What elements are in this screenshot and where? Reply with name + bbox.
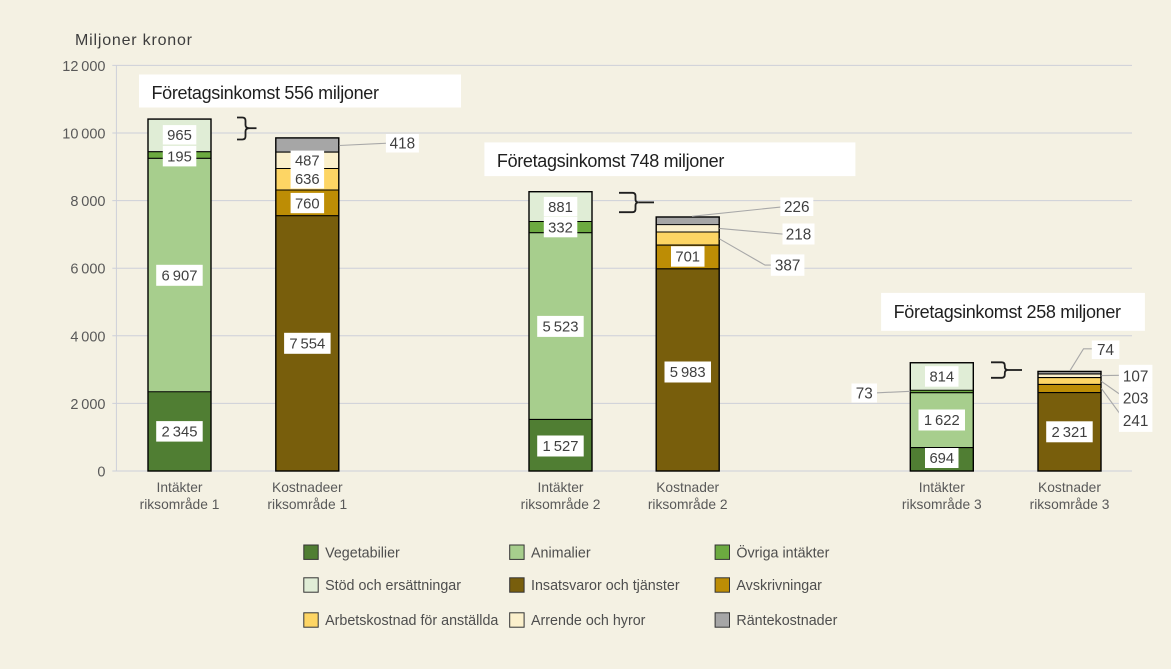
svg-text:1 622: 1 622 [924,413,960,429]
svg-text:418: 418 [390,136,416,153]
svg-text:Arrende och hyror: Arrende och hyror [531,613,646,629]
svg-text:Intäkter: Intäkter [919,480,965,495]
svg-text:Insatsvaror och tjänster: Insatsvaror och tjänster [531,578,680,594]
svg-text:7 554: 7 554 [289,337,325,353]
svg-text:701: 701 [675,250,700,266]
svg-text:Räntekostnader: Räntekostnader [736,613,837,629]
svg-text:487: 487 [295,154,320,170]
svg-text:Vegetabilier: Vegetabilier [325,545,400,561]
svg-text:10 000: 10 000 [62,127,105,143]
svg-text:694: 694 [929,451,954,467]
svg-text:814: 814 [929,370,954,386]
svg-text:0: 0 [97,465,105,481]
svg-text:8 000: 8 000 [70,194,105,210]
svg-text:881: 881 [548,200,573,216]
svg-text:241: 241 [1123,413,1149,430]
svg-text:6 907: 6 907 [162,269,198,285]
svg-text:1 527: 1 527 [543,439,579,455]
svg-text:Arbetskostnad för anställda: Arbetskostnad för anställda [325,613,498,629]
svg-text:2 000: 2 000 [70,397,105,413]
svg-text:Företagsinkomst 258 miljoner: Företagsinkomst 258 miljoner [894,302,1121,322]
svg-text:226: 226 [784,199,810,216]
svg-text:riksområde 3: riksområde 3 [902,497,982,512]
svg-text:Kostnadeer: Kostnadeer [272,480,343,495]
svg-text:2 345: 2 345 [162,425,198,441]
svg-text:Stöd och ersättningar: Stöd och ersättningar [325,578,461,594]
svg-text:Miljoner kronor: Miljoner kronor [75,32,193,49]
svg-text:218: 218 [786,226,812,243]
svg-text:12 000: 12 000 [62,59,105,75]
svg-text:Avskrivningar: Avskrivningar [736,578,822,594]
svg-text:Intäkter: Intäkter [156,480,202,495]
svg-text:riksområde 3: riksområde 3 [1030,497,1110,512]
svg-text:965: 965 [167,128,192,144]
svg-text:Företagsinkomst 556 miljoner: Företagsinkomst 556 miljoner [152,83,379,103]
svg-text:387: 387 [775,258,801,275]
svg-text:Animalier: Animalier [531,545,591,561]
svg-text:74: 74 [1097,342,1115,359]
svg-text:4 000: 4 000 [70,329,105,345]
svg-text:2 321: 2 321 [1052,425,1088,441]
svg-text:Företagsinkomst 748 miljoner: Företagsinkomst 748 miljoner [497,151,724,171]
svg-text:107: 107 [1123,368,1149,385]
svg-text:Intäkter: Intäkter [537,480,583,495]
svg-text:Kostnader: Kostnader [1038,480,1101,495]
svg-text:5 523: 5 523 [543,320,579,336]
svg-text:203: 203 [1123,391,1149,408]
svg-text:332: 332 [548,220,573,236]
svg-text:636: 636 [295,172,320,188]
svg-text:riksområde 1: riksområde 1 [267,497,347,512]
svg-text:5 983: 5 983 [670,365,706,381]
svg-text:riksområde 2: riksområde 2 [521,497,601,512]
svg-text:73: 73 [856,385,873,402]
svg-text:riksområde 1: riksområde 1 [140,497,220,512]
svg-text:195: 195 [167,149,192,165]
svg-text:760: 760 [295,196,320,212]
svg-text:Övriga intäkter: Övriga intäkter [736,543,829,561]
svg-text:riksområde 2: riksområde 2 [648,497,728,512]
svg-text:Kostnader: Kostnader [656,480,719,495]
svg-text:6 000: 6 000 [70,262,105,278]
